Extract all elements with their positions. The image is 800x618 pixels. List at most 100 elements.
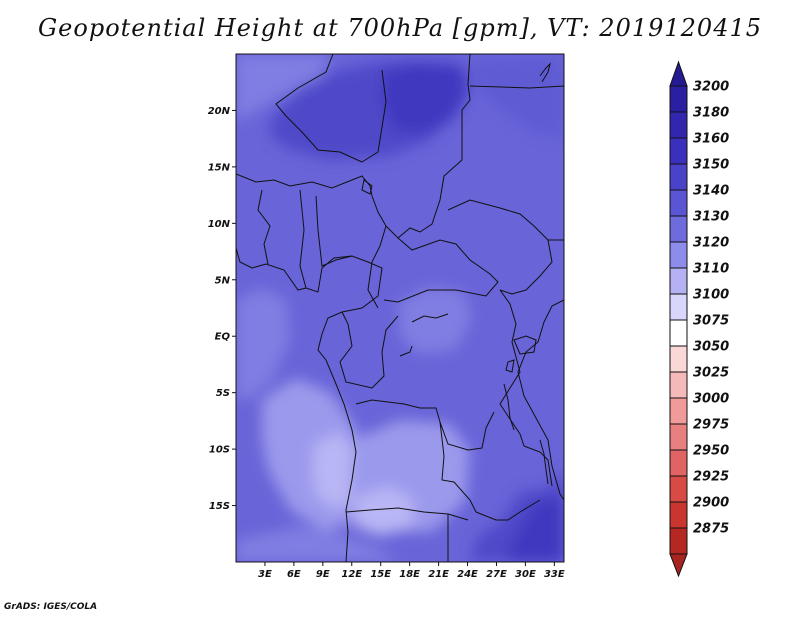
colorbar: 3200 3180 3160 3150 3140 3130 3120 3110 3100 3075… — [669, 60, 729, 578]
border-congo — [339, 311, 399, 389]
latitude-axis: 20N 15N 10N 5N EQ 5S 10S 15S — [208, 106, 236, 512]
colorbar-level-label: 3110 — [693, 262, 729, 277]
border-westafrica — [257, 189, 271, 265]
lat-tick-label: 5N — [215, 275, 231, 286]
colorbar-level-label: 3000 — [693, 392, 729, 407]
lon-tick-label: 3E — [258, 569, 272, 580]
congo-river — [411, 313, 449, 323]
field-mid-northeast — [470, 56, 564, 140]
red-sea — [539, 62, 551, 83]
lake-kivu — [505, 359, 515, 373]
height-field — [236, 54, 564, 562]
colorbar-level-label: 2950 — [693, 444, 729, 459]
colorbar-segment — [669, 215, 688, 243]
lat-tick-label: 20N — [208, 106, 231, 117]
colorbar-level-label: 3050 — [693, 340, 729, 355]
lon-tick-label: 21E — [428, 569, 449, 580]
border-libya-egypt — [461, 54, 471, 160]
lon-tick-label: 33E — [544, 569, 565, 580]
lon-tick-label: 18E — [399, 569, 420, 580]
border-ss-ethiopia — [499, 239, 553, 295]
field-light-west — [236, 288, 290, 400]
border-ghana-togo — [299, 189, 307, 289]
field-light-northwest — [236, 54, 330, 124]
colorbar-level-label: 3160 — [693, 132, 729, 147]
field-deep-southeast — [506, 496, 564, 562]
colorbar-level-label: 3140 — [693, 184, 729, 199]
map-title: Geopotential Height at 700hPa [gpm], VT:… — [38, 14, 762, 42]
colorbar-segment — [669, 501, 688, 529]
longitude-axis: 3E 6E 9E 12E 15E 18E 21E 24E 27E 30E 33E — [258, 562, 565, 580]
field-light-central — [398, 286, 472, 354]
colorbar-level-label: 3120 — [693, 236, 729, 251]
coastline — [236, 247, 383, 562]
lake-chad — [361, 179, 373, 195]
colorbar-level-label: 3025 — [693, 366, 729, 381]
border-sudan-chad — [397, 159, 463, 239]
borders — [236, 54, 564, 562]
colorbar-segment — [669, 163, 688, 191]
colorbar-segment — [669, 267, 688, 295]
lon-tick-label: 6E — [287, 569, 301, 580]
lon-tick-label: 9E — [316, 569, 330, 580]
colorbar-level-label: 2925 — [693, 470, 729, 485]
colorbar-level-label: 2875 — [693, 522, 729, 537]
border-car — [383, 225, 499, 303]
colorbar-segment — [669, 241, 688, 269]
field-pale-southwest — [312, 432, 358, 510]
colorbar-level-label: 2975 — [693, 418, 729, 433]
lake-victoria — [513, 335, 537, 355]
lon-tick-label: 24E — [457, 569, 478, 580]
colorbar-segment — [669, 137, 688, 165]
colorbar-segment — [669, 527, 688, 555]
lat-tick-label: 10S — [209, 445, 230, 456]
lake-malawi — [539, 439, 549, 485]
lat-tick-label: 5S — [216, 388, 230, 399]
border-drc-east — [499, 289, 525, 447]
border-egypt-sudan — [469, 85, 564, 89]
lon-tick-label: 12E — [341, 569, 362, 580]
border-angola-zambia — [439, 421, 477, 513]
lake-tanganyika — [503, 383, 515, 431]
colorbar-level-label: 3130 — [693, 210, 729, 225]
field-deep-north — [382, 64, 468, 134]
lon-tick-label: 15E — [370, 569, 391, 580]
colorbar-level-label: 3100 — [693, 288, 729, 303]
border-namibia — [345, 507, 469, 521]
field-light-southern-band — [236, 526, 400, 562]
border-algeria-libya — [275, 54, 334, 123]
colorbar-level-label: 3180 — [693, 106, 729, 121]
lon-tick-label: 27E — [486, 569, 507, 580]
colorbar-segment — [669, 293, 688, 321]
lat-tick-label: EQ — [215, 332, 231, 343]
colorbar-level-label: 3200 — [693, 80, 729, 95]
lon-tick-label: 30E — [515, 569, 536, 580]
river-segment — [399, 345, 413, 357]
lat-tick-label: 10N — [208, 219, 231, 230]
colorbar-segment — [669, 85, 688, 113]
colorbar-level-label: 3075 — [693, 314, 729, 329]
colorbar-bottom-arrow — [669, 553, 688, 578]
colorbar-top-arrow — [669, 60, 688, 87]
border-zambia-zim — [475, 499, 541, 521]
colorbar-segment — [669, 449, 688, 477]
colorbar-segment — [669, 371, 688, 399]
border-nigeria-cameroon — [367, 195, 387, 309]
colorbar-segment — [669, 189, 688, 217]
colorbar-level-label: 3150 — [693, 158, 729, 173]
colorbar-segment — [669, 475, 688, 503]
map-frame — [235, 53, 565, 563]
colorbar-segment — [669, 423, 688, 451]
lat-tick-label: 15N — [208, 162, 231, 173]
border-nigeria — [315, 195, 353, 267]
grads-credit: GrADS: IGES/COLA — [4, 602, 98, 612]
colorbar-segment — [669, 319, 688, 347]
colorbar-segment — [669, 397, 688, 425]
colorbar-segment — [669, 345, 688, 373]
border-niger-libya — [361, 69, 387, 163]
colorbar-segment — [669, 111, 688, 139]
border-mali-niger — [291, 121, 363, 163]
colorbar-level-label: 2900 — [693, 496, 729, 511]
field-pale-south — [354, 486, 414, 536]
